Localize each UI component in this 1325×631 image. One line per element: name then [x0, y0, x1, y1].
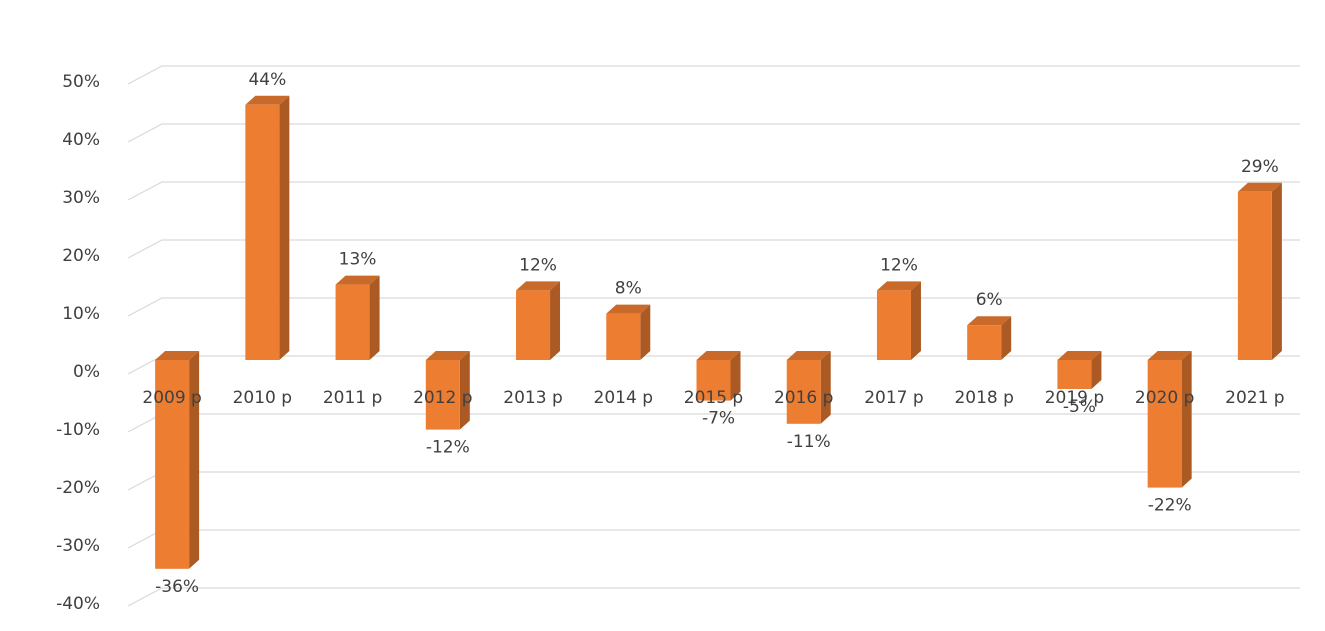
data-label: 29%	[1241, 157, 1279, 177]
bar-face	[967, 316, 1012, 326]
data-label: 44%	[248, 70, 286, 90]
y-tick-label: 50%	[62, 72, 100, 92]
bar-face	[245, 104, 280, 360]
data-label: -5%	[1063, 397, 1096, 417]
bar-face	[1147, 360, 1182, 488]
bar-face	[245, 95, 290, 105]
bar-face	[786, 360, 821, 424]
bar-face	[696, 351, 741, 360]
bar-face	[967, 325, 1002, 360]
y-tick-label: -20%	[56, 478, 100, 498]
data-label: 8%	[615, 279, 642, 299]
y-tick-label: 40%	[62, 130, 100, 150]
bar-face	[516, 281, 561, 291]
bar-face	[640, 304, 651, 360]
bar-face	[425, 360, 460, 430]
bar-face	[1237, 182, 1282, 192]
data-label: 13%	[339, 250, 377, 270]
data-label: -12%	[426, 438, 470, 458]
bar-face	[1091, 351, 1102, 389]
bar-face	[516, 290, 551, 360]
bar	[967, 316, 1012, 360]
x-tick-label: 2010 р	[233, 388, 292, 408]
bar-face	[459, 351, 470, 430]
bar-face	[335, 284, 370, 360]
bar-face	[876, 281, 921, 291]
bar	[425, 351, 470, 430]
grid-line	[127, 65, 1300, 85]
x-tick-label: 2011 р	[323, 388, 382, 408]
bar-face	[606, 313, 641, 360]
y-tick-label: 20%	[62, 246, 100, 266]
x-tick-label: 2016 р	[774, 388, 833, 408]
bar-face	[910, 281, 921, 360]
bar-face	[550, 281, 561, 360]
bar-face	[369, 275, 380, 360]
y-tick-label: 0%	[73, 362, 100, 382]
y-tick-label: 10%	[62, 304, 100, 324]
bar-face	[335, 275, 380, 285]
bar	[1057, 351, 1102, 389]
bar	[876, 281, 921, 360]
bar-face	[730, 351, 741, 401]
data-label: -11%	[787, 432, 831, 452]
bar-face	[155, 360, 190, 569]
y-tick-label: -30%	[56, 536, 100, 556]
bar-face	[1057, 360, 1092, 389]
grid-line	[127, 587, 1300, 607]
bar	[335, 275, 380, 360]
bar	[1237, 182, 1282, 360]
bar	[155, 351, 200, 569]
data-label: -7%	[702, 409, 735, 429]
data-label: 12%	[880, 255, 918, 275]
y-tick-label: 30%	[62, 188, 100, 208]
x-tick-label: 2012 р	[413, 388, 472, 408]
bar-face	[1001, 316, 1012, 360]
bar	[1147, 351, 1192, 488]
x-tick-label: 2017 р	[864, 388, 923, 408]
x-tick-label: 2018 р	[954, 388, 1013, 408]
x-tick-label: 2015 р	[684, 388, 743, 408]
data-label: -36%	[155, 577, 199, 597]
grid-line	[127, 123, 1300, 143]
bar-face	[279, 95, 290, 361]
x-tick-label: 2013 р	[503, 388, 562, 408]
bar-face	[696, 360, 731, 401]
x-tick-label: 2009 р	[142, 388, 201, 408]
bar-face	[820, 351, 831, 424]
bar-face	[606, 304, 651, 314]
y-tick-label: -10%	[56, 420, 100, 440]
y-tick-label: -40%	[56, 594, 100, 614]
bar-face	[1057, 351, 1102, 360]
data-label: -22%	[1148, 496, 1192, 516]
bar-face	[425, 351, 470, 360]
bar	[696, 351, 741, 401]
x-tick-label: 2021 р	[1225, 388, 1284, 408]
grid-line	[127, 239, 1300, 259]
bar-face	[1271, 182, 1282, 360]
data-label: 12%	[519, 255, 557, 275]
data-label: 6%	[976, 290, 1003, 310]
x-tick-label: 2014 р	[594, 388, 653, 408]
bar-face	[155, 351, 200, 360]
bar-face	[876, 290, 911, 360]
bar-face	[786, 351, 831, 360]
bar	[516, 281, 561, 360]
bar-face	[189, 351, 200, 569]
x-tick-label: 2019 р	[1045, 388, 1104, 408]
x-tick-label: 2020 р	[1135, 388, 1194, 408]
grid-line	[127, 181, 1300, 201]
bar	[606, 304, 651, 360]
bar	[245, 95, 290, 361]
bar-face	[1181, 351, 1192, 488]
bar-face	[1237, 191, 1272, 360]
bar	[786, 351, 831, 424]
bar-face	[1147, 351, 1192, 360]
